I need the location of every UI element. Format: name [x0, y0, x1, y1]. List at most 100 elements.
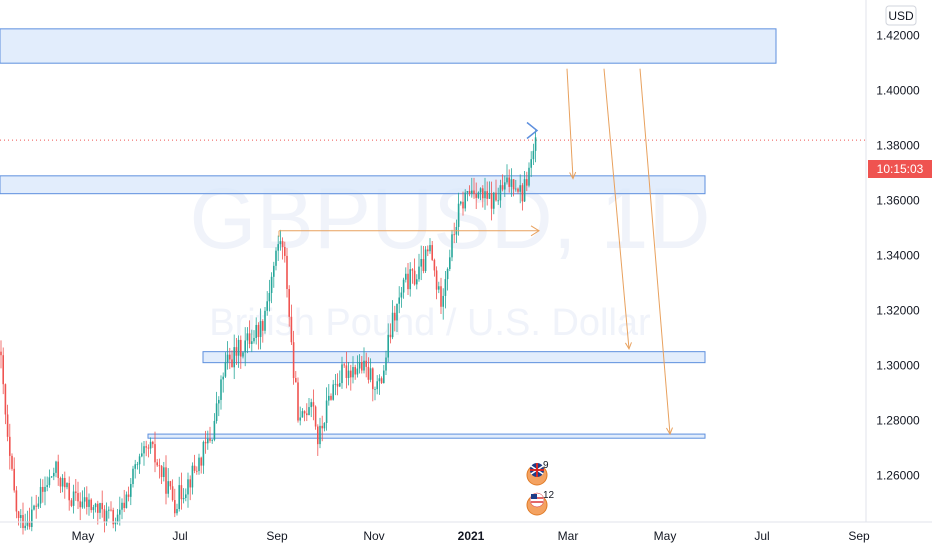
candle-242 [532, 143, 535, 166]
projection-arrow-2[interactable] [639, 68, 671, 435]
zone-rect-2[interactable] [202, 351, 706, 364]
event-badge-0[interactable]: 9 [526, 460, 549, 486]
candle-72 [158, 458, 161, 479]
candle-55 [121, 498, 123, 520]
candle-22 [48, 469, 51, 488]
candle-162 [356, 355, 359, 378]
time-tick-7: Jul [754, 529, 769, 543]
last-price-label: 10:15:03 [868, 160, 932, 178]
candle-224 [493, 191, 495, 215]
candle-159 [350, 364, 352, 391]
candle-241 [530, 151, 532, 177]
candle-108 [237, 335, 240, 368]
candle-122 [268, 279, 271, 312]
time-axis[interactable]: May Jul Sep Nov 2021 Mar May Jul Sep [72, 529, 870, 543]
candle-75 [165, 455, 167, 505]
zone-rect-0[interactable] [0, 28, 777, 64]
candle-60 [132, 465, 134, 488]
candle-116 [255, 317, 257, 345]
candle-94 [207, 430, 209, 450]
candle-211 [464, 189, 466, 212]
candle-127 [279, 229, 282, 251]
candle-188 [413, 258, 416, 286]
currency-button[interactable]: USD [885, 5, 917, 26]
candle-61 [134, 459, 136, 479]
zone-rect-3[interactable] [147, 433, 706, 439]
candle-9 [20, 509, 22, 529]
candle-156 [343, 362, 345, 368]
candle-198 [435, 266, 438, 300]
candle-221 [486, 181, 488, 206]
candle-7 [15, 486, 18, 519]
candle-110 [242, 351, 244, 359]
candle-96 [211, 439, 213, 444]
candle-104 [229, 347, 231, 370]
projection-arrow-1[interactable] [603, 68, 630, 349]
candle-146 [321, 415, 323, 442]
candle-147 [323, 422, 326, 432]
candle-225 [495, 179, 497, 202]
candle-137 [301, 408, 304, 418]
candle-37 [81, 490, 84, 509]
price-tick-4: 1.34000 [876, 249, 920, 263]
candle-100 [220, 375, 222, 410]
candle-69 [152, 440, 154, 448]
candle-73 [160, 465, 163, 484]
event-badges[interactable]: 9 12 [526, 460, 555, 516]
candle-133 [292, 330, 295, 385]
uk-flag-icon [530, 463, 544, 477]
candle-193 [424, 246, 427, 274]
candle-16 [35, 494, 37, 519]
candle-33 [72, 484, 75, 514]
currency-label: USD [888, 9, 914, 23]
candle-176 [387, 323, 389, 362]
candle-138 [303, 410, 306, 422]
time-tick-4: 2021 [458, 529, 485, 543]
candle-74 [163, 461, 165, 482]
candle-165 [363, 347, 365, 374]
symbol-watermark-sub: British Pound / U.S. Dollar [209, 302, 651, 344]
candle-87 [191, 462, 194, 495]
candle-99 [218, 396, 220, 417]
candle-153 [336, 373, 339, 396]
candle-93 [204, 430, 207, 454]
candle-164 [361, 355, 363, 374]
candle-228 [501, 174, 504, 192]
candle-197 [433, 258, 436, 277]
candle-38 [83, 487, 86, 509]
time-tick-3: Nov [363, 529, 384, 543]
candle-35 [77, 481, 79, 510]
candle-175 [385, 350, 387, 376]
candle-19 [42, 479, 44, 503]
event-badge-1[interactable]: 12 [526, 490, 555, 516]
candle-14 [31, 496, 33, 532]
candle-91 [200, 456, 202, 474]
candle-149 [328, 384, 330, 406]
price-tick-6: 1.38000 [876, 139, 920, 153]
candle-106 [233, 334, 235, 380]
candle-214 [471, 177, 473, 198]
price-axis[interactable]: 1.26000 1.28000 1.30000 1.32000 1.34000 1.360… [876, 29, 920, 483]
candle-195 [429, 238, 431, 254]
candle-217 [477, 191, 480, 199]
candle-56 [123, 489, 125, 513]
candle-18 [39, 478, 42, 508]
projection-arrow-0[interactable] [566, 68, 574, 179]
candle-139 [306, 403, 308, 422]
candle-177 [389, 323, 392, 344]
candle-179 [394, 305, 396, 332]
candle-210 [462, 191, 464, 216]
candle-170 [374, 386, 376, 401]
candle-2 [4, 383, 7, 425]
candle-232 [510, 168, 513, 197]
zone-rect-1[interactable] [0, 175, 706, 195]
candle-103 [226, 341, 229, 370]
candle-155 [341, 356, 343, 389]
price-tick-1: 1.28000 [876, 413, 920, 427]
candle-17 [37, 496, 40, 509]
candle-181 [398, 286, 400, 314]
candle-134 [295, 371, 297, 383]
candle-152 [334, 374, 337, 396]
